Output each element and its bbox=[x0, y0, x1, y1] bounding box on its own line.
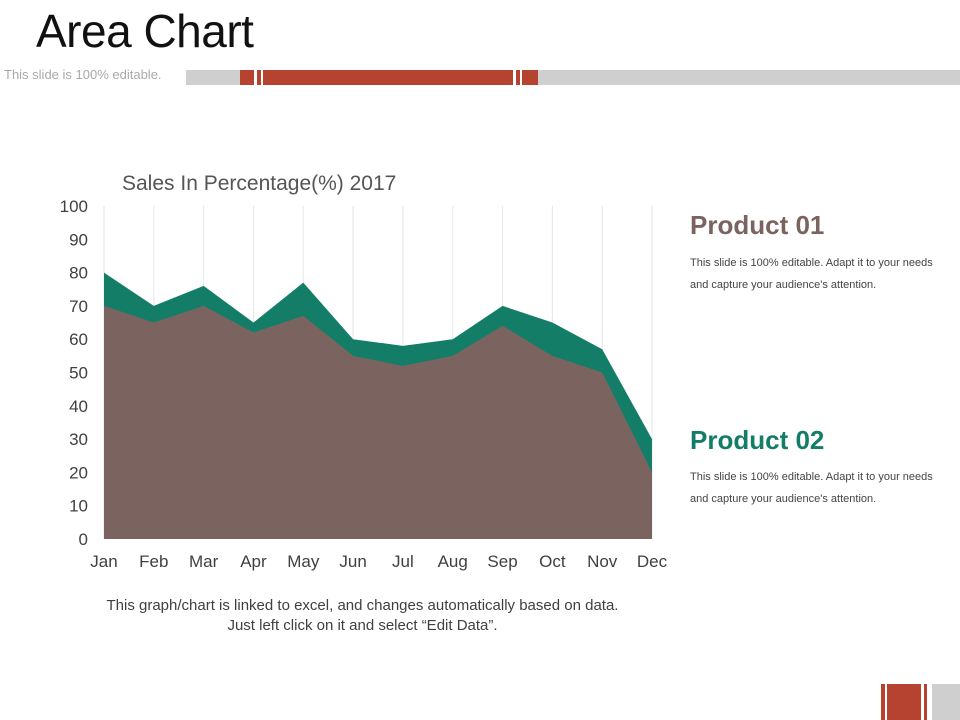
header-bar-notch bbox=[513, 70, 516, 85]
y-tick-label: 80 bbox=[69, 264, 88, 283]
header-bar-notch bbox=[520, 70, 522, 85]
y-tick-label: 90 bbox=[69, 230, 88, 249]
header-bar-notch bbox=[254, 70, 257, 85]
x-tick-label: May bbox=[287, 552, 320, 571]
product-01-title: Product 01 bbox=[690, 210, 825, 240]
x-tick-label: Apr bbox=[240, 552, 267, 571]
x-tick-label: Aug bbox=[438, 552, 468, 571]
x-tick-label: Feb bbox=[139, 552, 168, 571]
y-tick-label: 100 bbox=[60, 197, 88, 216]
x-tick-label: Jul bbox=[392, 552, 414, 571]
product-02-title: Product 02 bbox=[690, 425, 825, 455]
y-tick-label: 0 bbox=[79, 530, 88, 549]
product-02-description: This slide is 100% editable. Adapt it to… bbox=[690, 471, 933, 505]
x-tick-label: Dec bbox=[637, 552, 668, 571]
x-tick-label: Sep bbox=[487, 552, 517, 571]
chart-axes: 0 10 20 30 40 50 60 70 80 90 100 Jan Feb Mar Apr May Jun… bbox=[60, 197, 668, 571]
header-bar-right bbox=[538, 70, 960, 85]
chart-areas bbox=[104, 272, 652, 539]
y-tick-label: 20 bbox=[69, 463, 88, 482]
corner-decoration-gray bbox=[932, 684, 960, 720]
x-tick-label: Mar bbox=[189, 552, 219, 571]
x-tick-label: Jun bbox=[339, 552, 366, 571]
slide-subtitle: This slide is 100% editable. bbox=[4, 67, 162, 82]
header-bar-left bbox=[186, 70, 240, 85]
corner-notch bbox=[885, 684, 887, 720]
chart-title: Sales In Percentage(%) 2017 bbox=[122, 172, 396, 195]
header-bar-accent bbox=[240, 70, 538, 85]
header-bar-notch bbox=[261, 70, 263, 85]
corner-notch bbox=[921, 684, 924, 720]
y-tick-label: 70 bbox=[69, 297, 88, 316]
x-tick-label: Oct bbox=[539, 552, 566, 571]
corner-decoration bbox=[881, 684, 927, 720]
area-series-product-01 bbox=[104, 305, 652, 539]
x-tick-label: Nov bbox=[587, 552, 618, 571]
y-tick-label: 10 bbox=[69, 497, 88, 516]
x-tick-label: Jan bbox=[90, 552, 117, 571]
chart-note: This graph/chart is linked to excel, and… bbox=[106, 597, 619, 634]
y-tick-label: 40 bbox=[69, 397, 88, 416]
y-tick-label: 60 bbox=[69, 330, 88, 349]
slide-title: Area Chart bbox=[36, 5, 254, 57]
y-tick-label: 50 bbox=[69, 364, 88, 383]
y-tick-label: 30 bbox=[69, 430, 88, 449]
product-01-description: This slide is 100% editable. Adapt it to… bbox=[690, 257, 933, 291]
